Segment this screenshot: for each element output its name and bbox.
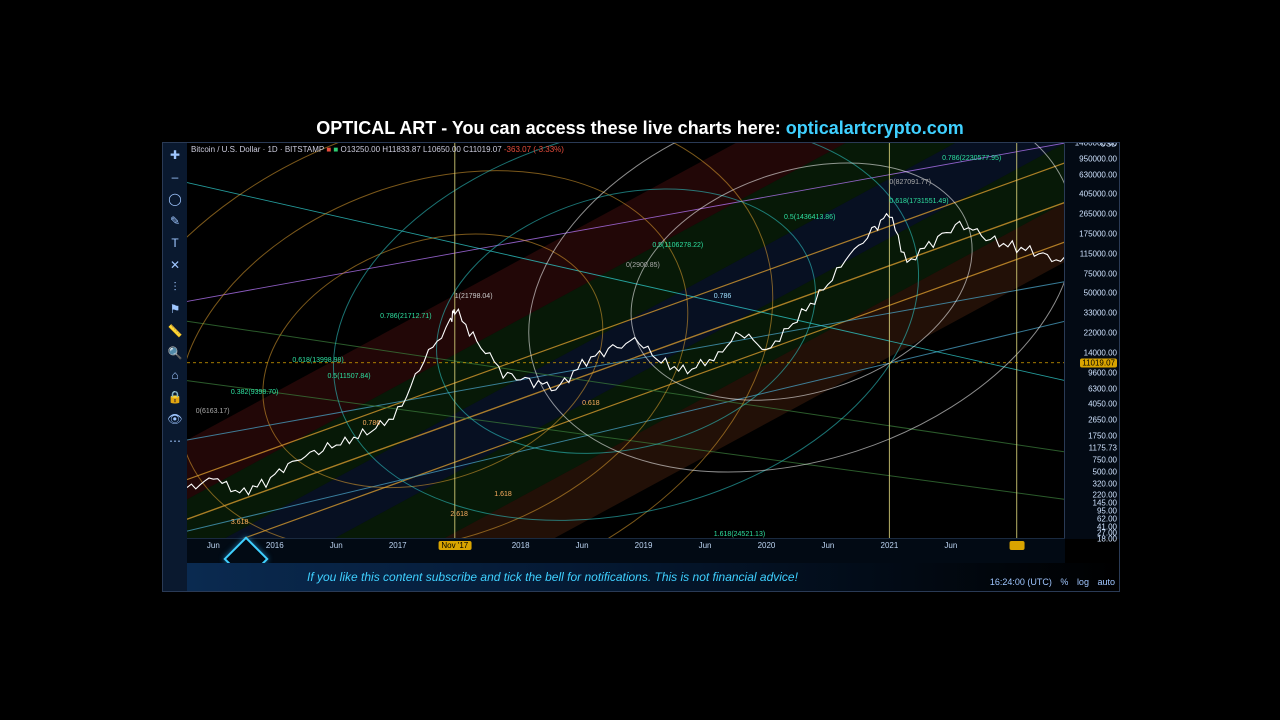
y-tick: 175000.00 bbox=[1079, 230, 1117, 239]
y-tick: 50000.00 bbox=[1084, 289, 1117, 298]
tool-0[interactable]: ✚ bbox=[167, 147, 183, 163]
y-tick-current: 11019.07 bbox=[1080, 358, 1117, 367]
tool-10[interactable]: ⌂ bbox=[167, 367, 183, 383]
tool-2[interactable]: ◯ bbox=[167, 191, 183, 207]
y-tick: 320.00 bbox=[1093, 479, 1117, 488]
header-banner: OPTICAL ART - You can access these live … bbox=[0, 118, 1280, 139]
drawing-toolbar: ✚ – ◯ ✎ T ✕ ⫶ ⚑ 📏 🔍 ⌂ 🔒 👁 ⋯ bbox=[163, 143, 187, 591]
tool-5[interactable]: ✕ bbox=[167, 257, 183, 273]
x-tick: 2020 bbox=[758, 541, 776, 550]
tool-9[interactable]: 🔍 bbox=[167, 345, 183, 361]
header-prefix: OPTICAL ART - You can access these live … bbox=[316, 118, 786, 138]
tool-8[interactable]: 📏 bbox=[167, 323, 183, 339]
y-tick: 14000.00 bbox=[1084, 348, 1117, 357]
x-tick: Jun bbox=[944, 541, 957, 550]
price-axis: USD 1400000.00950000.00630000.00405000.0… bbox=[1064, 143, 1119, 539]
x-tick: Jun bbox=[821, 541, 834, 550]
tool-13[interactable]: ⋯ bbox=[167, 433, 183, 449]
y-tick: 33000.00 bbox=[1084, 309, 1117, 318]
y-tick: 2650.00 bbox=[1088, 416, 1117, 425]
y-tick: 75000.00 bbox=[1084, 269, 1117, 278]
x-tick-marker bbox=[1009, 541, 1024, 550]
chart-area[interactable]: Bitcoin / U.S. Dollar · 1D · BITSTAMP ■ … bbox=[187, 143, 1119, 591]
tool-6[interactable]: ⫶ bbox=[167, 279, 183, 295]
y-tick: 1400000.00 bbox=[1075, 142, 1117, 148]
y-tick: 405000.00 bbox=[1079, 190, 1117, 199]
tool-11[interactable]: 🔒 bbox=[167, 389, 183, 405]
y-tick: 1750.00 bbox=[1088, 432, 1117, 441]
header-link[interactable]: opticalartcrypto.com bbox=[786, 118, 964, 138]
y-tick: 115000.00 bbox=[1080, 249, 1117, 258]
tool-12[interactable]: 👁 bbox=[167, 411, 183, 427]
chart-canvas bbox=[187, 143, 1119, 591]
time-axis: Jun2016Jun2017Jun2018Jun2019Jun2020Jun20… bbox=[187, 538, 1065, 563]
symbol-info-row: Bitcoin / U.S. Dollar · 1D · BITSTAMP ■ … bbox=[191, 145, 564, 154]
x-tick-cursor: Nov '17 bbox=[438, 541, 471, 550]
y-tick: 630000.00 bbox=[1079, 170, 1117, 179]
x-tick: 2018 bbox=[512, 541, 530, 550]
y-tick: 4050.00 bbox=[1088, 400, 1117, 409]
letterbox-top bbox=[0, 0, 1280, 100]
y-tick: 500.00 bbox=[1093, 467, 1117, 476]
tool-3[interactable]: ✎ bbox=[167, 213, 183, 229]
x-tick: Jun bbox=[330, 541, 343, 550]
x-tick: Jun bbox=[699, 541, 712, 550]
chart-window: ✚ – ◯ ✎ T ✕ ⫶ ⚑ 📏 🔍 ⌂ 🔒 👁 ⋯ Bitcoin / U.S. Dollar · 1… bbox=[162, 142, 1120, 592]
y-tick: 18.00 bbox=[1097, 535, 1117, 544]
y-tick: 1175.73 bbox=[1089, 443, 1117, 452]
disclaimer-banner: If you like this content subscribe and t… bbox=[187, 563, 1119, 591]
y-tick: 265000.00 bbox=[1079, 210, 1117, 219]
status-bar-right: 16:24:00 (UTC) % log auto bbox=[984, 577, 1115, 587]
tool-4[interactable]: T bbox=[167, 235, 183, 251]
tool-7[interactable]: ⚑ bbox=[167, 301, 183, 317]
x-tick: 2019 bbox=[635, 541, 653, 550]
y-tick: 6300.00 bbox=[1088, 384, 1117, 393]
y-tick: 750.00 bbox=[1093, 455, 1117, 464]
letterbox-bottom bbox=[0, 600, 1280, 720]
tool-1[interactable]: – bbox=[167, 169, 183, 185]
x-tick: 2017 bbox=[389, 541, 407, 550]
y-tick: 9600.00 bbox=[1088, 368, 1117, 377]
x-tick: Jun bbox=[576, 541, 589, 550]
x-tick: 2021 bbox=[880, 541, 898, 550]
y-tick: 950000.00 bbox=[1079, 154, 1117, 163]
y-tick: 22000.00 bbox=[1084, 329, 1117, 338]
